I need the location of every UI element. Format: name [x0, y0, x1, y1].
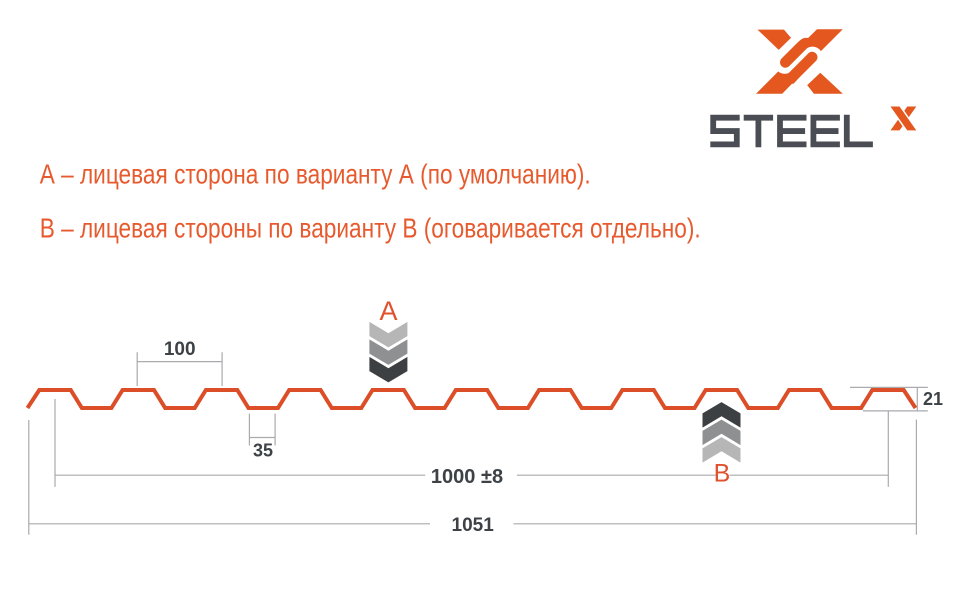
svg-text:А: А — [379, 296, 397, 326]
svg-text:А – лицевая сторона по вариант: А – лицевая сторона по варианту А (по ум… — [40, 158, 591, 189]
svg-text:100: 100 — [164, 339, 196, 360]
svg-text:1000 ±8: 1000 ±8 — [431, 466, 503, 488]
svg-text:В – лицевая стороны по вариант: В – лицевая стороны по варианту В (огова… — [40, 212, 701, 243]
svg-text:35: 35 — [253, 441, 273, 461]
svg-text:1051: 1051 — [452, 515, 495, 536]
svg-text:В: В — [714, 460, 731, 488]
svg-text:21: 21 — [923, 389, 943, 409]
